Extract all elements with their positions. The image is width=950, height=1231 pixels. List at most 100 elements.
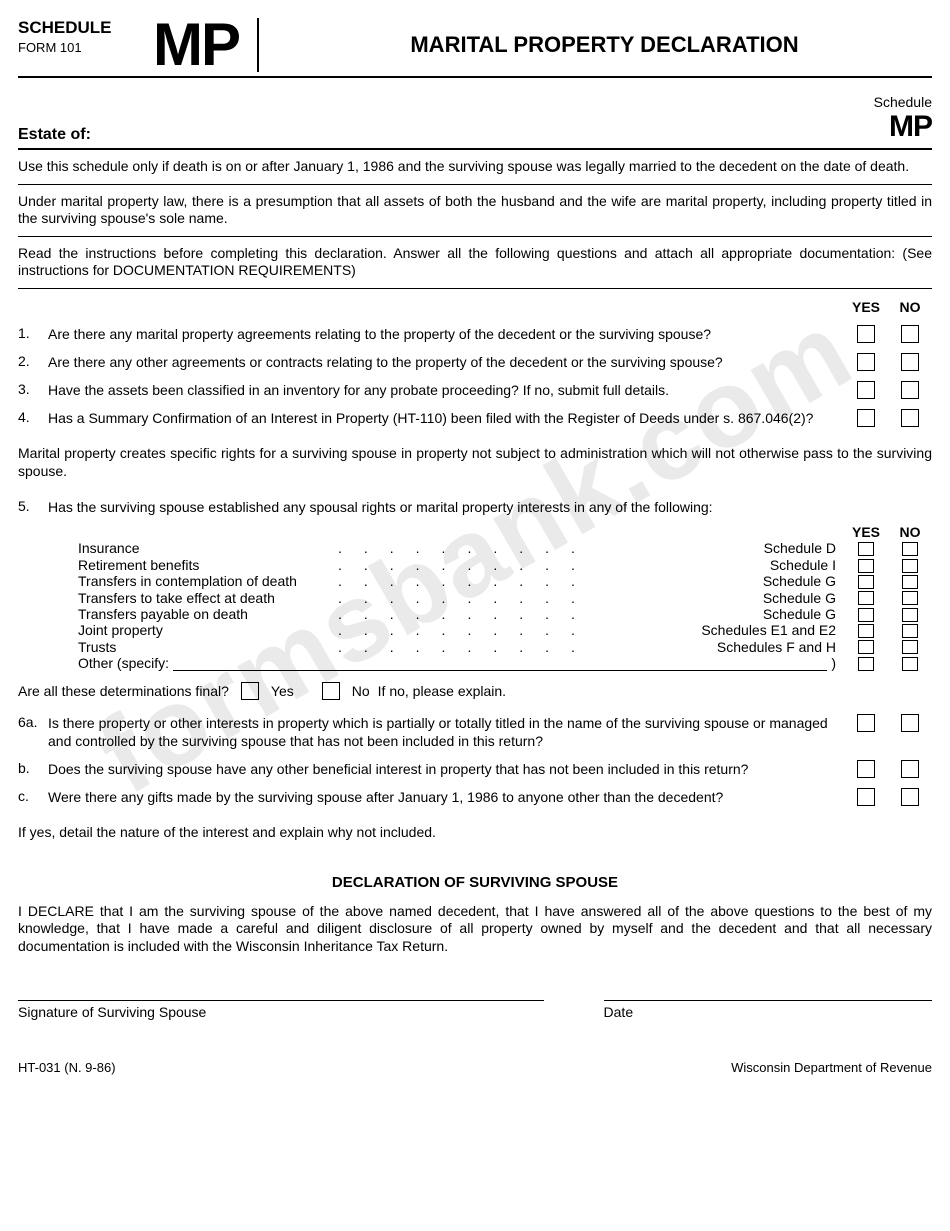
checkbox-no[interactable] <box>901 325 919 343</box>
checkbox-no[interactable] <box>902 559 918 573</box>
checkbox-no[interactable] <box>902 657 918 671</box>
question-row: 3. Have the assets been classified in an… <box>18 381 932 399</box>
sub-item-label: Trusts <box>78 640 338 655</box>
sub-item-row: Transfers payable on death .......... Sc… <box>78 607 932 622</box>
no-header: NO <box>888 299 932 315</box>
leader-dots: .......... <box>338 607 674 622</box>
sub-item-label: Transfers payable on death <box>78 607 338 622</box>
question-number: 2. <box>18 353 48 369</box>
question-number: 4. <box>18 409 48 425</box>
question-row: 6a. Is there property or other interests… <box>18 714 932 750</box>
checkbox-yes[interactable] <box>858 657 874 671</box>
q6-note: If yes, detail the nature of the interes… <box>18 816 932 850</box>
checkbox-yes[interactable] <box>857 760 875 778</box>
checkbox-no[interactable] <box>902 575 918 589</box>
sub-item-label: Transfers in contemplation of death <box>78 574 338 589</box>
final-determination-row: Are all these determinations final? Yes … <box>18 682 932 700</box>
sub-items-table: YES NO Insurance .......... Schedule D R… <box>78 524 932 671</box>
checkbox-yes[interactable] <box>857 788 875 806</box>
final-no-label: No <box>352 683 370 699</box>
question-number: 3. <box>18 381 48 397</box>
checkbox-yes[interactable] <box>858 591 874 605</box>
sub-item-other-row: Other (specify: ) <box>78 656 932 671</box>
corner-label: Schedule <box>874 94 932 110</box>
question-5-row: 5. Has the surviving spouse established … <box>18 498 932 516</box>
checkbox-no[interactable] <box>902 591 918 605</box>
question-row: b. Does the surviving spouse have any ot… <box>18 760 932 778</box>
leader-dots: .......... <box>338 623 674 638</box>
question-text: Is there property or other interests in … <box>48 714 844 750</box>
question-number: 1. <box>18 325 48 341</box>
question-text: Has a Summary Confirmation of an Interes… <box>48 409 844 427</box>
checkbox-yes[interactable] <box>857 714 875 732</box>
sub-item-label: Retirement benefits <box>78 558 338 573</box>
sub-item-schedule: Schedule G <box>674 591 844 606</box>
question-number: 6a. <box>18 714 48 730</box>
yes-header: YES <box>844 299 888 315</box>
sub-item-schedule: Schedule G <box>674 607 844 622</box>
form-title: MARITAL PROPERTY DECLARATION <box>277 18 932 58</box>
intro-paragraph-1: Use this schedule only if death is on or… <box>18 150 932 185</box>
question-row: 1. Are there any marital property agreem… <box>18 325 932 343</box>
leader-dots: .......... <box>338 591 674 606</box>
checkbox-no[interactable] <box>902 542 918 556</box>
final-explain-label: If no, please explain. <box>378 683 506 699</box>
form-page: SCHEDULE FORM 101 MP MARITAL PROPERTY DE… <box>0 0 950 1105</box>
sub-item-label: Joint property <box>78 623 338 638</box>
question-row: 4. Has a Summary Confirmation of an Inte… <box>18 409 932 427</box>
final-yes-label: Yes <box>271 683 294 699</box>
checkbox-yes[interactable] <box>858 624 874 638</box>
checkbox-final-no[interactable] <box>322 682 340 700</box>
sub-yes-no-header: YES NO <box>78 524 932 540</box>
checkbox-no[interactable] <box>902 624 918 638</box>
checkbox-yes[interactable] <box>857 353 875 371</box>
date-label: Date <box>604 1004 932 1020</box>
question-number: b. <box>18 760 48 776</box>
schedule-code-large: MP <box>153 18 259 72</box>
sub-item-label: Insurance <box>78 541 338 556</box>
footer-form-code: HT-031 (N. 9-86) <box>18 1060 116 1075</box>
checkbox-yes[interactable] <box>857 381 875 399</box>
estate-row: Estate of: Schedule MP <box>18 78 932 150</box>
checkbox-yes[interactable] <box>858 575 874 589</box>
checkbox-yes[interactable] <box>858 542 874 556</box>
sub-item-schedule: Schedule D <box>674 541 844 556</box>
checkbox-no[interactable] <box>901 409 919 427</box>
leader-dots: .......... <box>338 640 674 655</box>
intro-paragraph-2: Under marital property law, there is a p… <box>18 185 932 237</box>
sub-item-schedule: Schedule G <box>674 574 844 589</box>
declaration-text: I DECLARE that I am the surviving spouse… <box>18 903 932 956</box>
other-close-paren: ) <box>831 656 836 671</box>
estate-of-label: Estate of: <box>18 126 91 144</box>
question-text: Are there any marital property agreement… <box>48 325 844 343</box>
checkbox-yes[interactable] <box>857 325 875 343</box>
checkbox-yes[interactable] <box>858 608 874 622</box>
checkbox-no[interactable] <box>901 788 919 806</box>
question-text: Have the assets been classified in an in… <box>48 381 844 399</box>
checkbox-yes[interactable] <box>858 559 874 573</box>
checkbox-yes[interactable] <box>857 409 875 427</box>
question-text: Does the surviving spouse have any other… <box>48 760 844 778</box>
sub-item-label: Transfers to take effect at death <box>78 591 338 606</box>
header-row: SCHEDULE FORM 101 MP MARITAL PROPERTY DE… <box>18 18 932 78</box>
sub-item-row: Transfers to take effect at death ......… <box>78 591 932 606</box>
checkbox-no[interactable] <box>902 640 918 654</box>
checkbox-no[interactable] <box>901 760 919 778</box>
checkbox-no[interactable] <box>901 714 919 732</box>
other-specify-input[interactable] <box>173 657 827 671</box>
corner-schedule: Schedule MP <box>874 94 932 144</box>
sub-item-schedule: Schedules E1 and E2 <box>674 623 844 638</box>
checkbox-final-yes[interactable] <box>241 682 259 700</box>
sub-item-schedule: Schedules F and H <box>674 640 844 655</box>
checkbox-no[interactable] <box>901 381 919 399</box>
checkbox-yes[interactable] <box>858 640 874 654</box>
checkbox-no[interactable] <box>902 608 918 622</box>
corner-code: MP <box>874 110 932 144</box>
checkbox-no[interactable] <box>901 353 919 371</box>
yes-no-header: YES NO <box>18 299 932 315</box>
yes-header: YES <box>844 524 888 540</box>
leader-dots: .......... <box>338 541 674 556</box>
leader-dots: .......... <box>338 558 674 573</box>
sub-item-row: Transfers in contemplation of death ....… <box>78 574 932 589</box>
declaration-title: DECLARATION OF SURVIVING SPOUSE <box>18 874 932 891</box>
